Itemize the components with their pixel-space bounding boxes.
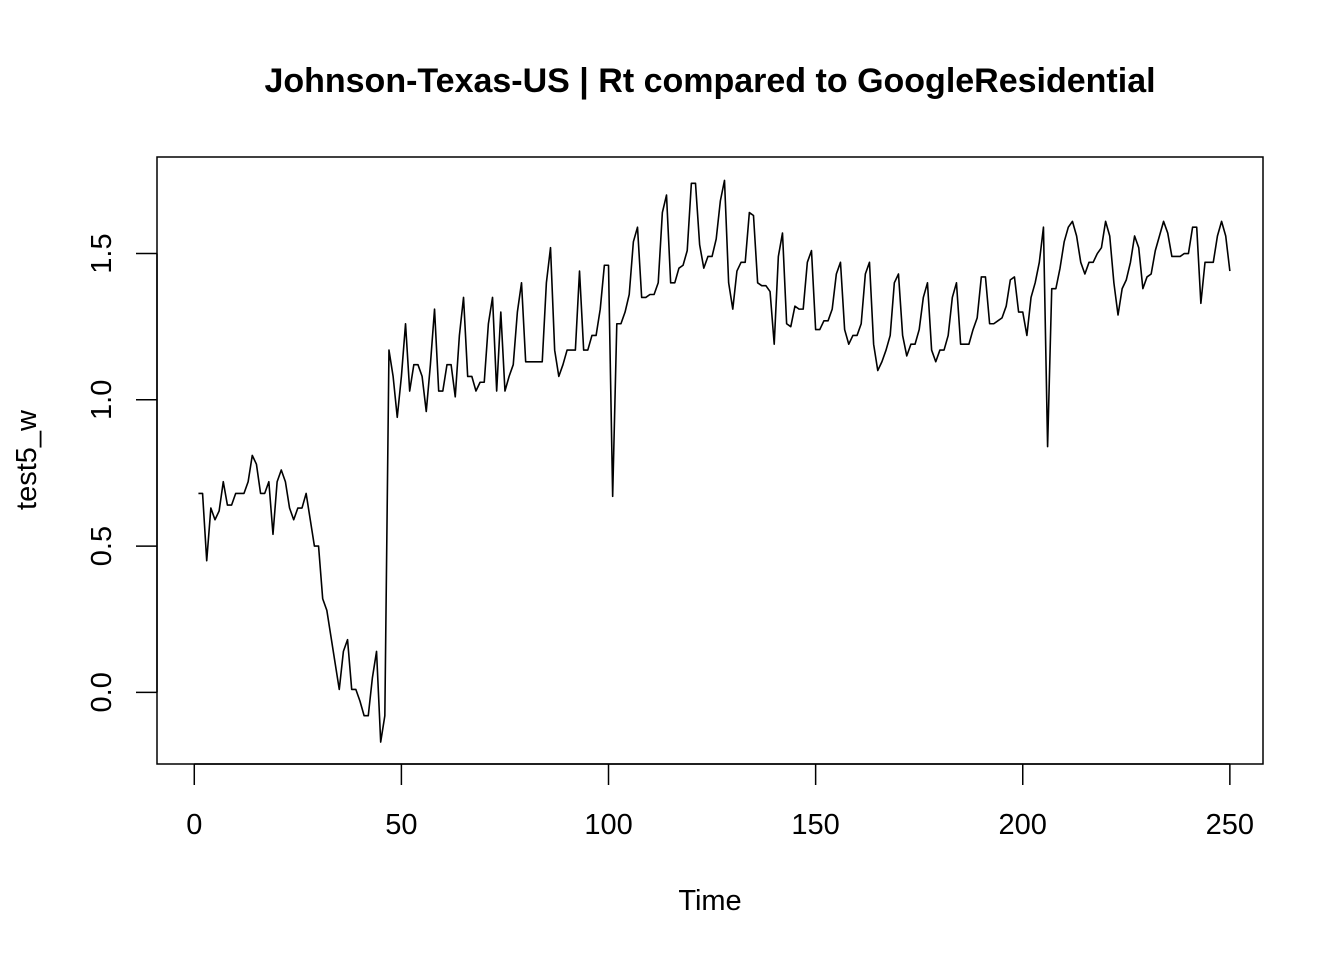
- y-axis-label: test5_w: [11, 409, 43, 510]
- x-tick-label: 250: [1206, 809, 1254, 841]
- plot-frame: [156, 156, 1264, 765]
- x-tick-label: 150: [791, 809, 839, 841]
- y-tick-label: 1.5: [86, 233, 118, 273]
- x-tick-label: 100: [584, 809, 632, 841]
- x-tick-label: 50: [385, 809, 417, 841]
- x-tick-label: 0: [186, 809, 202, 841]
- y-tick-label: 0.5: [86, 526, 118, 566]
- x-axis: 0 50 100 150 200 250: [186, 763, 1254, 841]
- y-tick-label: 0.0: [86, 672, 118, 712]
- series-layer: [198, 179, 1231, 743]
- y-tick-label: 1.0: [86, 380, 118, 420]
- y-axis: 0.0 0.5 1.0 1.5: [86, 233, 158, 712]
- series-line-0: [198, 179, 1231, 743]
- chart-title: Johnson-Texas-US | Rt compared to Google…: [264, 62, 1155, 100]
- x-axis-label: Time: [678, 885, 741, 917]
- x-tick-label: 200: [999, 809, 1047, 841]
